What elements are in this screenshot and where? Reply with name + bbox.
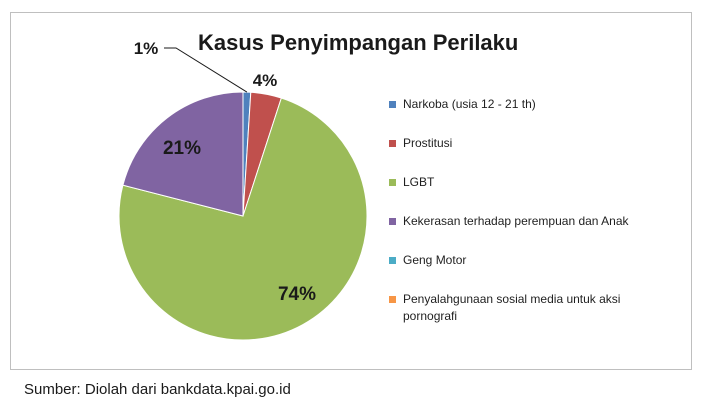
legend-swatch (389, 179, 396, 186)
pie-slice (122, 91, 244, 217)
legend-item: Prostitusi (389, 135, 689, 152)
legend-item: Penyalahgunaan sosial media untuk aksi p… (389, 291, 689, 325)
legend-item: Kekerasan terhadap perempuan dan Anak (389, 213, 689, 230)
data-label: 1% (134, 39, 159, 58)
chart-title: Kasus Penyimpangan Perilaku (198, 30, 519, 55)
legend-item: Geng Motor (389, 252, 689, 269)
label-leader-line (164, 47, 248, 93)
legend-item: Narkoba (usia 12 - 21 th) (389, 96, 689, 113)
legend-label: Narkoba (usia 12 - 21 th) (403, 97, 536, 111)
pie-slice (118, 97, 368, 341)
legend-swatch (389, 296, 396, 303)
legend-swatch (389, 140, 396, 147)
legend-label: Prostitusi (403, 136, 453, 150)
legend-swatch (389, 218, 396, 225)
legend-label: Penyalahgunaan sosial media untuk aksi p… (403, 292, 621, 323)
data-label: 74% (278, 284, 316, 305)
legend-label: Geng Motor (403, 253, 467, 267)
legend-item: LGBT (389, 174, 689, 191)
legend-label: LGBT (403, 175, 435, 189)
legend-label: Kekerasan terhadap perempuan dan Anak (403, 214, 629, 228)
source-note: Sumber: Diolah dari bankdata.kpai.go.id (24, 381, 291, 398)
legend-swatch (389, 257, 396, 264)
data-label: 4% (253, 71, 278, 90)
data-label: 21% (163, 138, 201, 159)
legend-swatch (389, 101, 396, 108)
